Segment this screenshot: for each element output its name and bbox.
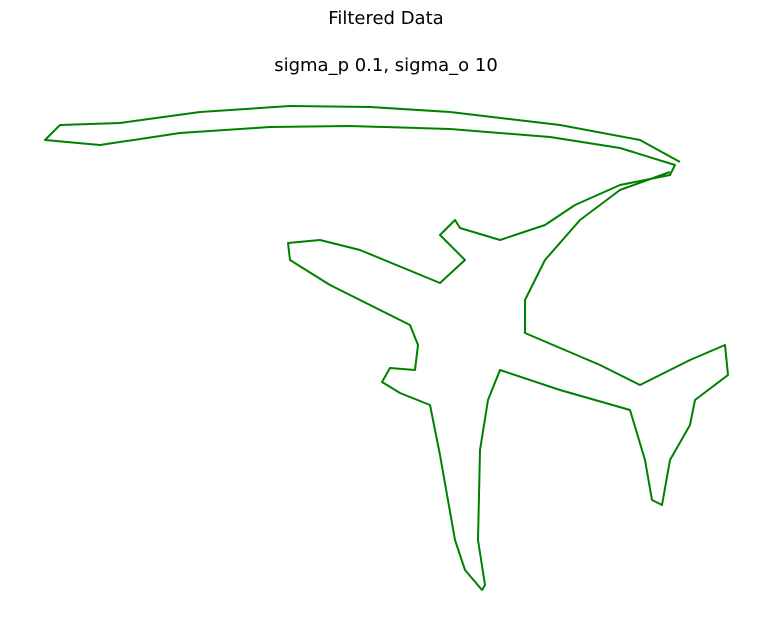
chart-subtitle: sigma_p 0.1, sigma_o 10 [274, 55, 498, 76]
chart-title: Filtered Data [328, 8, 443, 29]
data-line [44, 105, 729, 591]
